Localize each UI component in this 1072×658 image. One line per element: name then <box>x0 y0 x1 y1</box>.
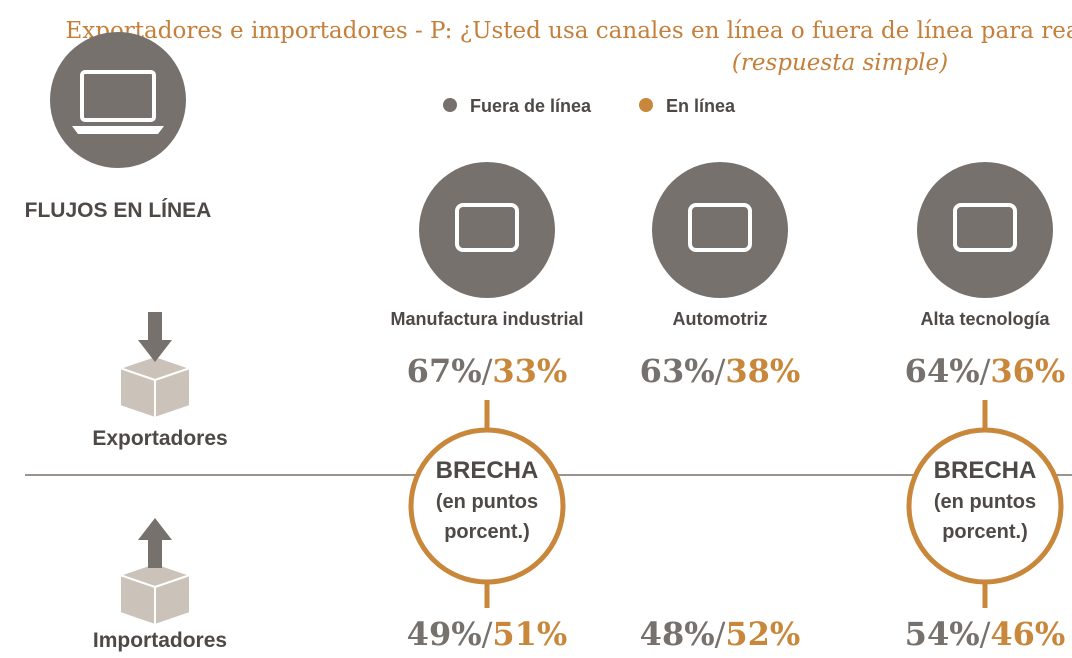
separator: / <box>715 615 726 653</box>
sector-icon <box>652 162 788 298</box>
share-value: 67%/33% <box>407 352 568 390</box>
separator: / <box>980 615 991 653</box>
separator: / <box>482 615 493 653</box>
offline-share: 54% <box>905 615 980 653</box>
online-share: 38% <box>725 352 800 390</box>
offline-share: 64% <box>905 352 980 390</box>
title-text: Exportadores e importadores - P: ¿Usted … <box>65 18 1072 44</box>
offline-share: 67% <box>407 352 482 390</box>
share-value: 48%/52% <box>640 615 801 653</box>
gap-label: BRECHA <box>934 457 1037 484</box>
sector-icon <box>419 162 555 298</box>
offline-share: 49% <box>407 615 482 653</box>
row-label: Exportadores <box>92 427 227 450</box>
gap-label: (en puntos <box>436 491 538 513</box>
row-label: Importadores <box>93 629 227 652</box>
legend-label: Fuera de línea <box>470 96 592 116</box>
share-value: 49%/51% <box>407 615 568 653</box>
sector-label: Alta tecnología <box>920 309 1050 329</box>
sector-label: Manufactura industrial <box>390 309 583 329</box>
sector-label: Automotriz <box>673 309 768 329</box>
title-note: (respuesta simple) <box>732 50 948 76</box>
separator: / <box>715 352 726 390</box>
share-value: 64%/36% <box>905 352 1066 390</box>
share-value: 63%/38% <box>640 352 801 390</box>
gap-label: porcent.) <box>942 521 1028 543</box>
separator: / <box>980 352 991 390</box>
gap-label: BRECHA <box>436 457 539 484</box>
legend-dot <box>639 98 653 112</box>
section-label: FLUJOS EN LÍNEA <box>25 199 212 222</box>
sector-icon <box>917 162 1053 298</box>
online-share: 46% <box>990 615 1065 653</box>
export-box-icon <box>120 312 190 418</box>
share-value: 54%/46% <box>905 615 1066 653</box>
gap-label: (en puntos <box>934 491 1036 513</box>
laptop-icon <box>50 32 186 168</box>
title: Exportadores e importadores - P: ¿Usted … <box>65 18 1072 44</box>
online-share: 52% <box>725 615 800 653</box>
gap-label: porcent.) <box>444 521 530 543</box>
page: Exportadores e importadores - P: ¿Usted … <box>0 0 1072 658</box>
legend-dot <box>443 98 457 112</box>
import-box-icon <box>120 518 190 625</box>
separator: / <box>482 352 493 390</box>
laptop-base <box>72 126 164 134</box>
legend-label: En línea <box>666 96 736 116</box>
online-share: 36% <box>990 352 1065 390</box>
offline-share: 48% <box>640 615 715 653</box>
offline-share: 63% <box>640 352 715 390</box>
online-share: 33% <box>492 352 567 390</box>
online-share: 51% <box>492 615 567 653</box>
infographic: Exportadores e importadores - P: ¿Usted … <box>0 0 1072 658</box>
